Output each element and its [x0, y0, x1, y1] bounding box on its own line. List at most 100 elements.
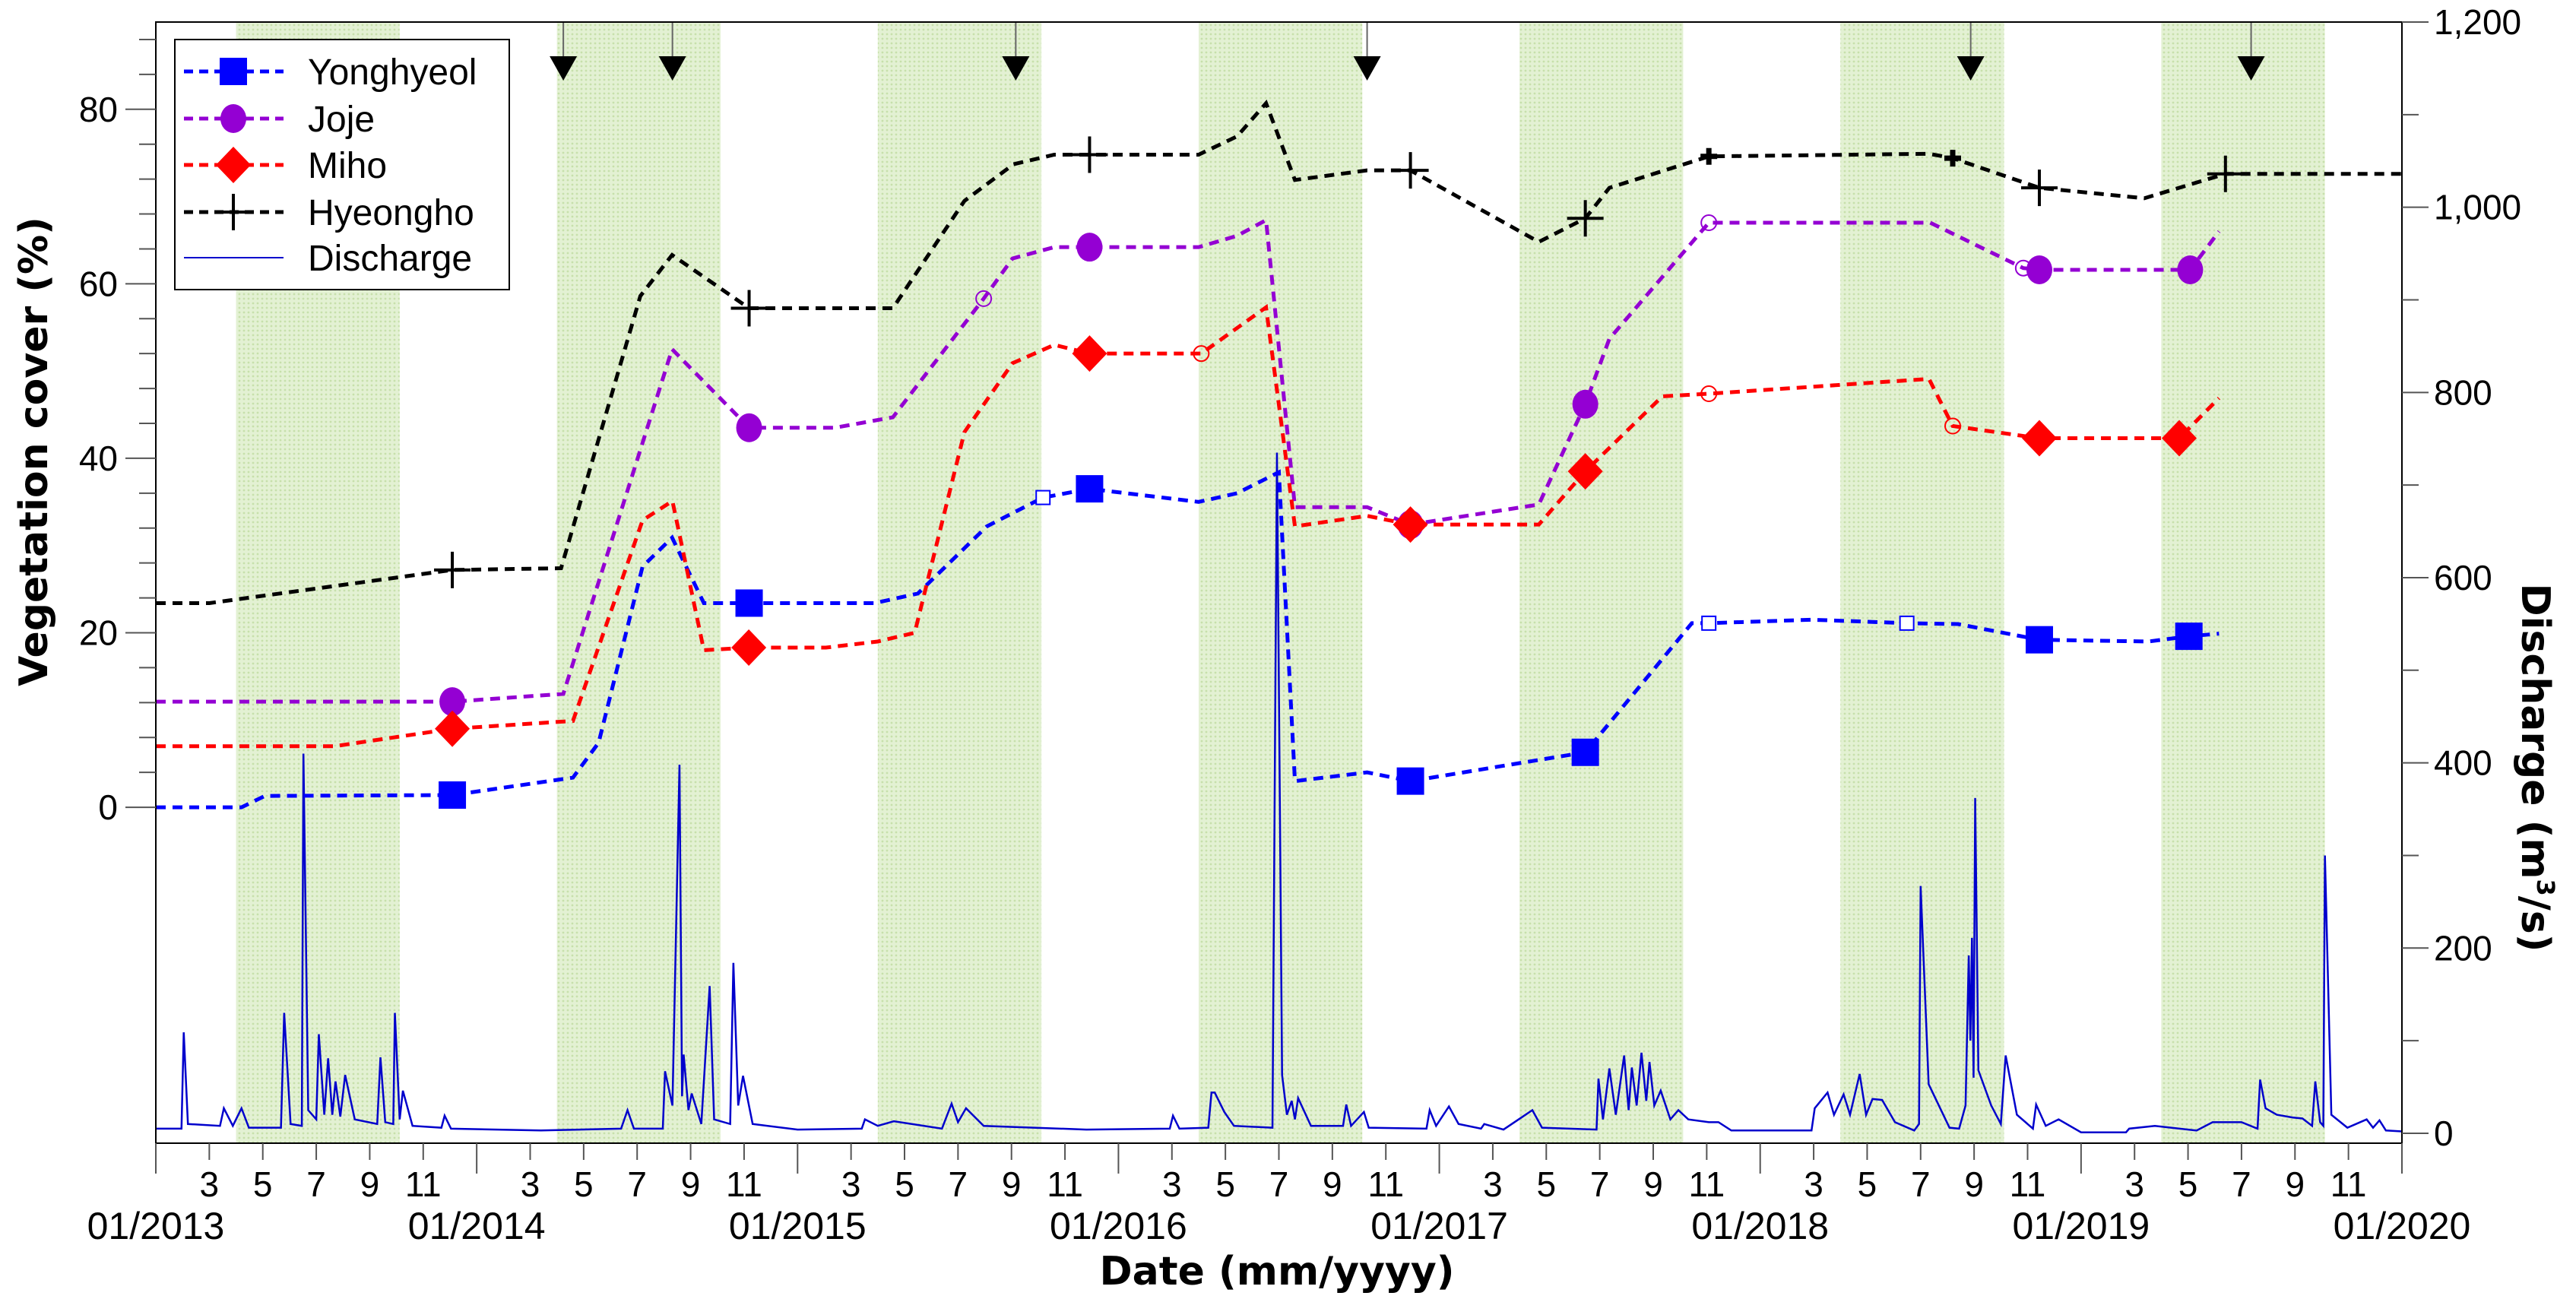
x-month-tick-label: 9	[1964, 1164, 1984, 1204]
x-month-tick-label: 3	[2124, 1164, 2144, 1204]
circle-marker	[439, 687, 466, 717]
discharge-line	[156, 452, 2403, 1133]
plus-marker	[730, 290, 768, 327]
x-month-tick-label: 5	[1536, 1164, 1556, 1204]
y-axis-right-title-sup: 3	[2531, 879, 2560, 896]
legend-item-miho: Miho	[184, 146, 387, 186]
x-month-tick-label: 9	[1643, 1164, 1663, 1204]
vegetation-series	[156, 99, 2402, 809]
open-circle-marker	[1700, 214, 1718, 232]
y-axis-left-title: Vegetation cover (%)	[11, 217, 57, 686]
x-month-tick-label: 7	[306, 1164, 326, 1204]
x-month-tick-label: 7	[627, 1164, 647, 1204]
series-hyeongho	[156, 99, 2402, 605]
plus-marker	[1392, 152, 1429, 189]
y-left-tick-label: 20	[79, 613, 118, 653]
x-year-tick-label: 01/2014	[408, 1205, 546, 1247]
event-arrow-head-icon	[1002, 56, 1030, 81]
event-arrow-head-icon	[1957, 56, 1985, 81]
circle-marker	[736, 413, 762, 442]
y-left-tick-label: 40	[79, 439, 118, 478]
axes: 02040608002004006008001,0001,20001/20133…	[79, 2, 2521, 1247]
x-month-tick-label: 5	[1215, 1164, 1235, 1204]
y-right-tick-label: 800	[2434, 372, 2492, 412]
x-month-tick-label: 11	[726, 1164, 762, 1204]
diamond-marker	[1072, 335, 1107, 372]
plus-marker	[434, 551, 471, 588]
x-month-tick-label: 11	[405, 1164, 442, 1204]
open-square-marker	[1701, 615, 1717, 631]
x-year-tick-label: 01/2016	[1050, 1205, 1187, 1247]
legend-item-discharge: Discharge	[184, 239, 472, 279]
event-arrow-head-icon	[550, 56, 578, 81]
square-marker	[220, 58, 247, 85]
x-year-tick-label: 01/2017	[1370, 1205, 1508, 1247]
y-left-tick-label: 0	[98, 787, 118, 827]
open-square-marker	[1035, 490, 1051, 505]
x-year-tick-label: 01/2020	[2334, 1205, 2471, 1247]
square-marker	[735, 589, 763, 617]
legend-label: Yonghyeol	[308, 52, 477, 93]
x-month-tick-label: 11	[1367, 1164, 1404, 1204]
x-month-tick-label: 7	[949, 1164, 968, 1204]
growing-season-band	[877, 22, 1042, 1143]
diamond-marker	[216, 147, 251, 183]
small-plus-marker	[1700, 147, 1718, 165]
growing-season-band	[1519, 22, 1684, 1143]
y-left-tick-label: 60	[79, 264, 118, 303]
open-square-marker	[1899, 615, 1915, 631]
circle-marker	[2026, 255, 2052, 284]
y-left-tick-label: 80	[79, 90, 118, 129]
open-circle-marker	[975, 290, 993, 307]
plus-marker	[2207, 155, 2244, 192]
x-year-tick-label: 01/2018	[1691, 1205, 1829, 1247]
x-month-tick-label: 11	[2330, 1164, 2367, 1204]
y-right-tick-label: 1,200	[2434, 2, 2521, 42]
series-miho	[156, 303, 2221, 749]
x-month-tick-label: 7	[2232, 1164, 2251, 1204]
open-circle-marker	[1944, 417, 1961, 435]
x-axis-title: Date (mm/yyyy)	[1100, 1249, 1455, 1294]
small-plus-marker	[1944, 150, 1961, 167]
square-marker	[439, 781, 467, 809]
x-year-tick-label: 01/2019	[2012, 1205, 2150, 1247]
y-right-tick-label: 1,000	[2434, 188, 2521, 227]
legend-label: Miho	[308, 146, 387, 186]
x-month-tick-label: 11	[1688, 1164, 1725, 1204]
legend-item-hyeongho: Hyeongho	[184, 193, 474, 233]
y-axis-right-title-prefix: Discharge (m	[2512, 583, 2558, 879]
square-marker	[2175, 623, 2203, 651]
x-month-tick-label: 3	[1483, 1164, 1503, 1204]
growing-season-band	[2161, 22, 2325, 1143]
x-month-tick-label: 9	[1323, 1164, 1342, 1204]
legend-item-joje: Joje	[184, 100, 375, 140]
x-month-tick-label: 5	[1858, 1164, 1877, 1204]
miho-line	[156, 303, 2221, 749]
circle-marker	[1572, 389, 1599, 419]
open-circle-marker	[1700, 385, 1718, 402]
x-month-tick-label: 5	[253, 1164, 273, 1204]
open-circle-marker	[1193, 345, 1210, 363]
event-arrow-head-icon	[1353, 56, 1381, 81]
x-month-tick-label: 7	[1590, 1164, 1610, 1204]
x-month-tick-label: 11	[2010, 1164, 2046, 1204]
x-month-tick-label: 3	[521, 1164, 540, 1204]
joje-line	[156, 217, 2221, 704]
x-month-tick-label: 5	[2178, 1164, 2198, 1204]
plus-marker	[1567, 200, 1604, 237]
plus-marker	[215, 194, 252, 230]
plus-marker	[1071, 136, 1108, 173]
discharge-series	[156, 452, 2403, 1133]
diamond-marker	[1567, 453, 1603, 490]
circle-marker	[1076, 233, 1103, 262]
series-yonghyeol	[156, 469, 2220, 809]
x-month-tick-label: 5	[574, 1164, 594, 1204]
square-marker	[1396, 767, 1424, 795]
y-right-tick-label: 400	[2434, 743, 2492, 783]
x-year-tick-label: 01/2015	[729, 1205, 867, 1247]
x-month-tick-label: 11	[1047, 1164, 1083, 1204]
x-month-tick-label: 9	[2285, 1164, 2305, 1204]
x-month-tick-label: 3	[200, 1164, 220, 1204]
x-month-tick-label: 7	[1269, 1164, 1289, 1204]
